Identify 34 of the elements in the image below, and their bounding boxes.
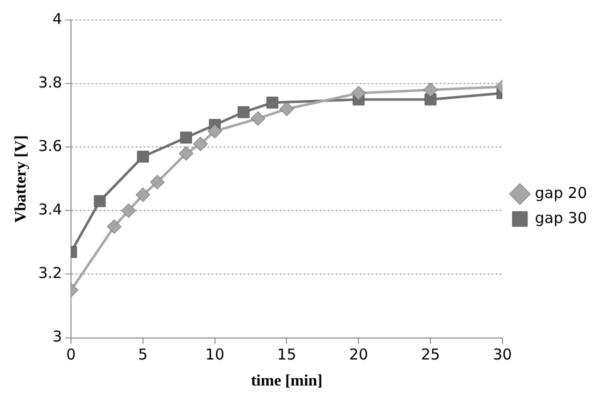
- point: [137, 150, 149, 163]
- point: [180, 132, 192, 144]
- x-tick-label: 10: [205, 346, 224, 364]
- point: [150, 174, 165, 190]
- point: [423, 82, 438, 98]
- x-tick-label: 0: [66, 346, 76, 364]
- legend-label: gap 30: [534, 208, 588, 227]
- point: [121, 203, 136, 218]
- point: [279, 102, 294, 116]
- point: [266, 96, 278, 109]
- x-tick-label: 25: [420, 346, 440, 364]
- y-tick-label: 3.8: [38, 73, 62, 92]
- point: [106, 219, 122, 234]
- point: [94, 195, 106, 208]
- point: [208, 124, 222, 138]
- y-tick-label: 3: [52, 328, 62, 346]
- x-tick-label: 30: [492, 346, 512, 364]
- y-axis-title: Vbattery [V]: [12, 135, 30, 223]
- legend-label: gap 20: [534, 184, 588, 202]
- x-axis-title: time [min]: [250, 372, 322, 390]
- point: [193, 136, 208, 152]
- point: [351, 86, 366, 100]
- y-tick-label: 3.6: [38, 137, 62, 156]
- point: [178, 146, 194, 161]
- x-tick-label: 20: [349, 346, 368, 364]
- point: [238, 106, 250, 118]
- x-tick-label: 5: [138, 346, 148, 364]
- point: [424, 94, 436, 106]
- y-tick-label: 4: [52, 10, 62, 28]
- y-tick-label: 3.4: [38, 200, 62, 219]
- point: [136, 188, 150, 202]
- y-tick-label: 3.2: [38, 264, 62, 282]
- point: [250, 111, 266, 126]
- x-tick-label: 15: [277, 346, 296, 364]
